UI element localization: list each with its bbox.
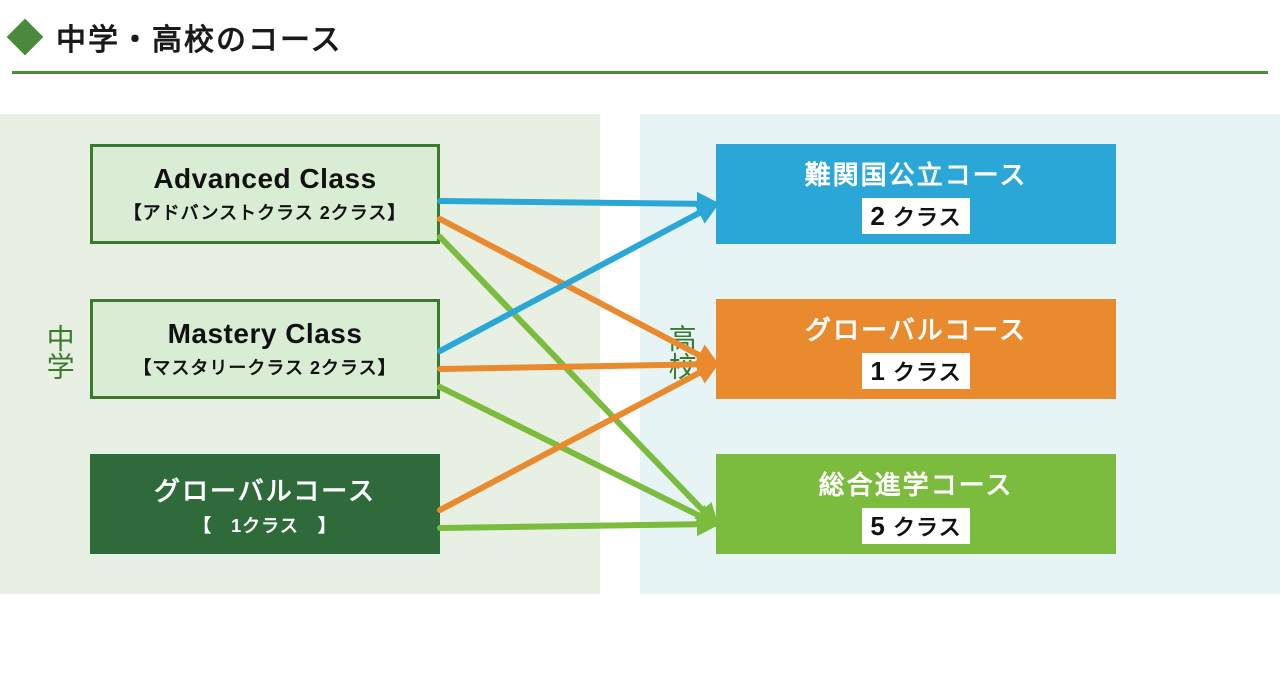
- box-sougou-course: 総合進学コース 5 クラス: [716, 454, 1116, 554]
- box-mastery-sub: 【マスタリークラス 2クラス】: [133, 354, 396, 380]
- box-nankan-count: 2 クラス: [862, 198, 969, 234]
- box-hs-global-title: グローバルコース: [805, 310, 1027, 347]
- page-header: 中学・高校のコース: [0, 0, 1280, 71]
- label-high-school-text: 高校: [662, 324, 698, 380]
- box-hs-global-count-num: 1: [870, 356, 885, 386]
- box-hs-global-count: 1 クラス: [862, 353, 969, 389]
- box-sougou-count: 5 クラス: [862, 508, 969, 544]
- diagram-canvas: 中学 高校 Advanced Class 【アドバンストクラス 2クラス】 Ma…: [0, 74, 1280, 674]
- label-middle-school-text: 中学: [40, 324, 76, 380]
- box-advanced-sub: 【アドバンストクラス 2クラス】: [124, 199, 407, 225]
- box-nankan-course: 難関国公立コース 2 クラス: [716, 144, 1116, 244]
- box-nankan-title: 難関国公立コース: [805, 155, 1028, 192]
- box-nankan-count-unit: クラス: [886, 205, 962, 230]
- box-ms-global-title: グローバルコース: [154, 471, 376, 508]
- box-ms-global-course: グローバルコース 【 1クラス 】: [90, 454, 440, 554]
- label-middle-school: 中学: [22, 324, 95, 389]
- box-hs-global-count-unit: クラス: [886, 360, 962, 385]
- box-hs-global-course: グローバルコース 1 クラス: [716, 299, 1116, 399]
- label-high-school: 高校: [644, 324, 717, 389]
- box-advanced-class: Advanced Class 【アドバンストクラス 2クラス】: [90, 144, 440, 244]
- box-nankan-count-num: 2: [870, 201, 885, 231]
- box-sougou-count-unit: クラス: [886, 515, 962, 540]
- box-advanced-title: Advanced Class: [153, 163, 376, 195]
- box-sougou-count-num: 5: [870, 511, 885, 541]
- box-sougou-title: 総合進学コース: [819, 465, 1014, 502]
- box-mastery-title: Mastery Class: [168, 318, 363, 350]
- box-mastery-class: Mastery Class 【マスタリークラス 2クラス】: [90, 299, 440, 399]
- diamond-icon: [7, 19, 44, 56]
- page-title: 中学・高校のコース: [56, 15, 343, 59]
- box-ms-global-sub: 【 1クラス 】: [193, 512, 337, 538]
